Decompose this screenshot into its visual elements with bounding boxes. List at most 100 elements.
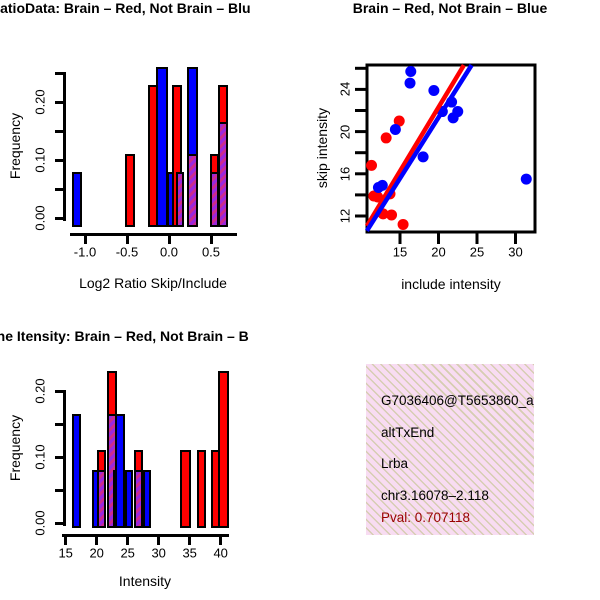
histogram-bar-segment bbox=[179, 450, 191, 528]
histogram-bar-segment bbox=[133, 470, 143, 528]
y-tick-label: 0.00 bbox=[32, 205, 48, 231]
scatter-x-tick-label: 20 bbox=[431, 244, 446, 260]
histogram-bar-segment bbox=[156, 67, 169, 227]
x-axis-tick bbox=[126, 537, 130, 545]
scatter-x-tick-label: 30 bbox=[508, 244, 523, 260]
scatter-point-red bbox=[393, 115, 405, 127]
intensity-hist-xlabel: Intensity bbox=[118, 573, 172, 589]
histogram-bar-segment bbox=[97, 470, 106, 528]
scatter-point-blue bbox=[428, 84, 440, 96]
scatter-point-blue bbox=[376, 179, 388, 191]
histogram-bar-segment bbox=[175, 171, 185, 227]
scatter-y-tick-label: 12 bbox=[337, 208, 353, 224]
scatter-title: Brain – Red, Not Brain – Blue bbox=[301, 0, 599, 20]
x-axis-tick bbox=[125, 236, 129, 244]
x-axis-tick bbox=[209, 236, 213, 244]
y-tick-label: 0.10 bbox=[32, 444, 48, 470]
y-tick-label: 0.20 bbox=[32, 378, 48, 404]
x-tick-label: 40 bbox=[213, 545, 228, 561]
probe-id-text: G7036406@T5653860_a bbox=[381, 393, 534, 408]
histogram-bar-segment bbox=[124, 470, 134, 528]
event-type-text: altTxEnd bbox=[381, 425, 435, 440]
y-axis-tick bbox=[55, 389, 63, 393]
x-axis-tick bbox=[188, 537, 192, 545]
y-axis-tick bbox=[55, 187, 63, 191]
y-axis-tick bbox=[55, 455, 63, 459]
gene-name-text: Lrba bbox=[381, 456, 409, 471]
scatter-point-red bbox=[386, 209, 398, 221]
x-tick-label: 30 bbox=[151, 545, 166, 561]
y-axis-tick bbox=[55, 216, 63, 220]
x-axis-tick bbox=[157, 537, 161, 545]
y-tick-label: 0.00 bbox=[32, 510, 48, 536]
x-tick-label: 15 bbox=[58, 545, 73, 561]
scatter-y-tick-label: 20 bbox=[337, 124, 353, 139]
scatter-point-blue bbox=[404, 77, 416, 89]
histogram-bar-segment bbox=[187, 154, 198, 227]
scatter-y-tick-label: 16 bbox=[337, 166, 353, 182]
scatter-point-blue bbox=[417, 151, 429, 163]
plot-box bbox=[365, 63, 537, 234]
intensity-hist-title: Gene Itensity: Brain – Red, Not Brain – … bbox=[0, 328, 290, 348]
x-axis-tick bbox=[83, 236, 87, 244]
y-axis-tick bbox=[55, 158, 63, 162]
scatter-point-red bbox=[397, 218, 409, 230]
histogram-bar-segment bbox=[125, 154, 136, 227]
histogram-bar-segment bbox=[196, 450, 207, 528]
histogram-bar-segment bbox=[210, 171, 219, 227]
scatter-xlabel: include intensity bbox=[401, 276, 501, 292]
x-axis-line bbox=[70, 233, 237, 236]
y-axis-tick bbox=[55, 71, 63, 75]
histogram-bar-segment bbox=[71, 171, 82, 227]
y-axis-tick bbox=[55, 100, 63, 104]
y-axis-tick bbox=[55, 488, 63, 492]
ratio-hist-title-text: RatioData: Brain – Red, Not Brain – Blu bbox=[0, 0, 251, 16]
x-axis-tick bbox=[95, 537, 99, 545]
histogram-bar-segment bbox=[217, 371, 229, 528]
scatter-point-blue bbox=[520, 173, 532, 185]
histogram-bar-segment bbox=[142, 470, 152, 528]
x-axis-line bbox=[62, 534, 229, 537]
ratio-hist-ylabel: Frequency bbox=[7, 112, 23, 180]
histogram-bar-segment bbox=[217, 122, 228, 227]
x-tick-label: 25 bbox=[120, 545, 135, 561]
ratio-hist-xlabel: Log2 Ratio Skip/Include bbox=[79, 275, 227, 291]
y-axis-tick bbox=[55, 129, 63, 133]
y-axis-tick bbox=[55, 422, 63, 426]
ratio-hist-title: RatioData: Brain – Red, Not Brain – Blu bbox=[0, 0, 290, 20]
histogram-bar-segment bbox=[115, 414, 125, 528]
scatter-x-tick-label: 25 bbox=[469, 244, 485, 260]
event-info-box: G7036406@T5653860_a altTxEnd Lrba chr3.1… bbox=[366, 364, 534, 535]
fit-line-red bbox=[364, 63, 466, 228]
x-axis-tick bbox=[167, 236, 171, 244]
x-tick-label: -1.0 bbox=[73, 244, 97, 260]
intensity-hist-title-text: Gene Itensity: Brain – Red, Not Brain – … bbox=[0, 328, 249, 344]
x-axis-tick bbox=[64, 537, 68, 545]
x-axis-tick bbox=[219, 537, 223, 545]
x-tick-label: 0.5 bbox=[201, 244, 221, 260]
scatter-title-text: Brain – Red, Not Brain – Blue bbox=[352, 0, 548, 16]
scatter-point-blue bbox=[405, 65, 417, 77]
scatter-plot bbox=[355, 63, 537, 244]
y-tick-label: 0.20 bbox=[32, 89, 48, 115]
scatter-point-red bbox=[366, 159, 378, 171]
scatter-point-red bbox=[380, 132, 392, 144]
locus-text: chr3.16078–2.118 bbox=[381, 488, 489, 503]
x-tick-label: 35 bbox=[182, 545, 197, 561]
y-axis-line bbox=[63, 72, 66, 221]
scatter-y-tick-label: 24 bbox=[337, 82, 353, 97]
scatter-x-tick-label: 15 bbox=[392, 244, 408, 260]
histogram-bar-segment bbox=[71, 414, 81, 528]
x-tick-label: 20 bbox=[89, 545, 104, 561]
intensity-hist-ylabel: Frequency bbox=[7, 414, 23, 482]
fit-line-blue bbox=[364, 63, 474, 232]
scatter-point-blue bbox=[447, 112, 459, 124]
scatter-point-blue bbox=[389, 123, 401, 135]
y-tick-label: 0.10 bbox=[32, 147, 48, 173]
y-axis-tick bbox=[55, 521, 63, 525]
x-tick-label: -0.5 bbox=[115, 244, 139, 260]
pval-text: Pval: 0.707118 bbox=[381, 510, 471, 525]
y-axis-line bbox=[63, 390, 66, 526]
x-tick-label: 0.0 bbox=[159, 244, 179, 260]
